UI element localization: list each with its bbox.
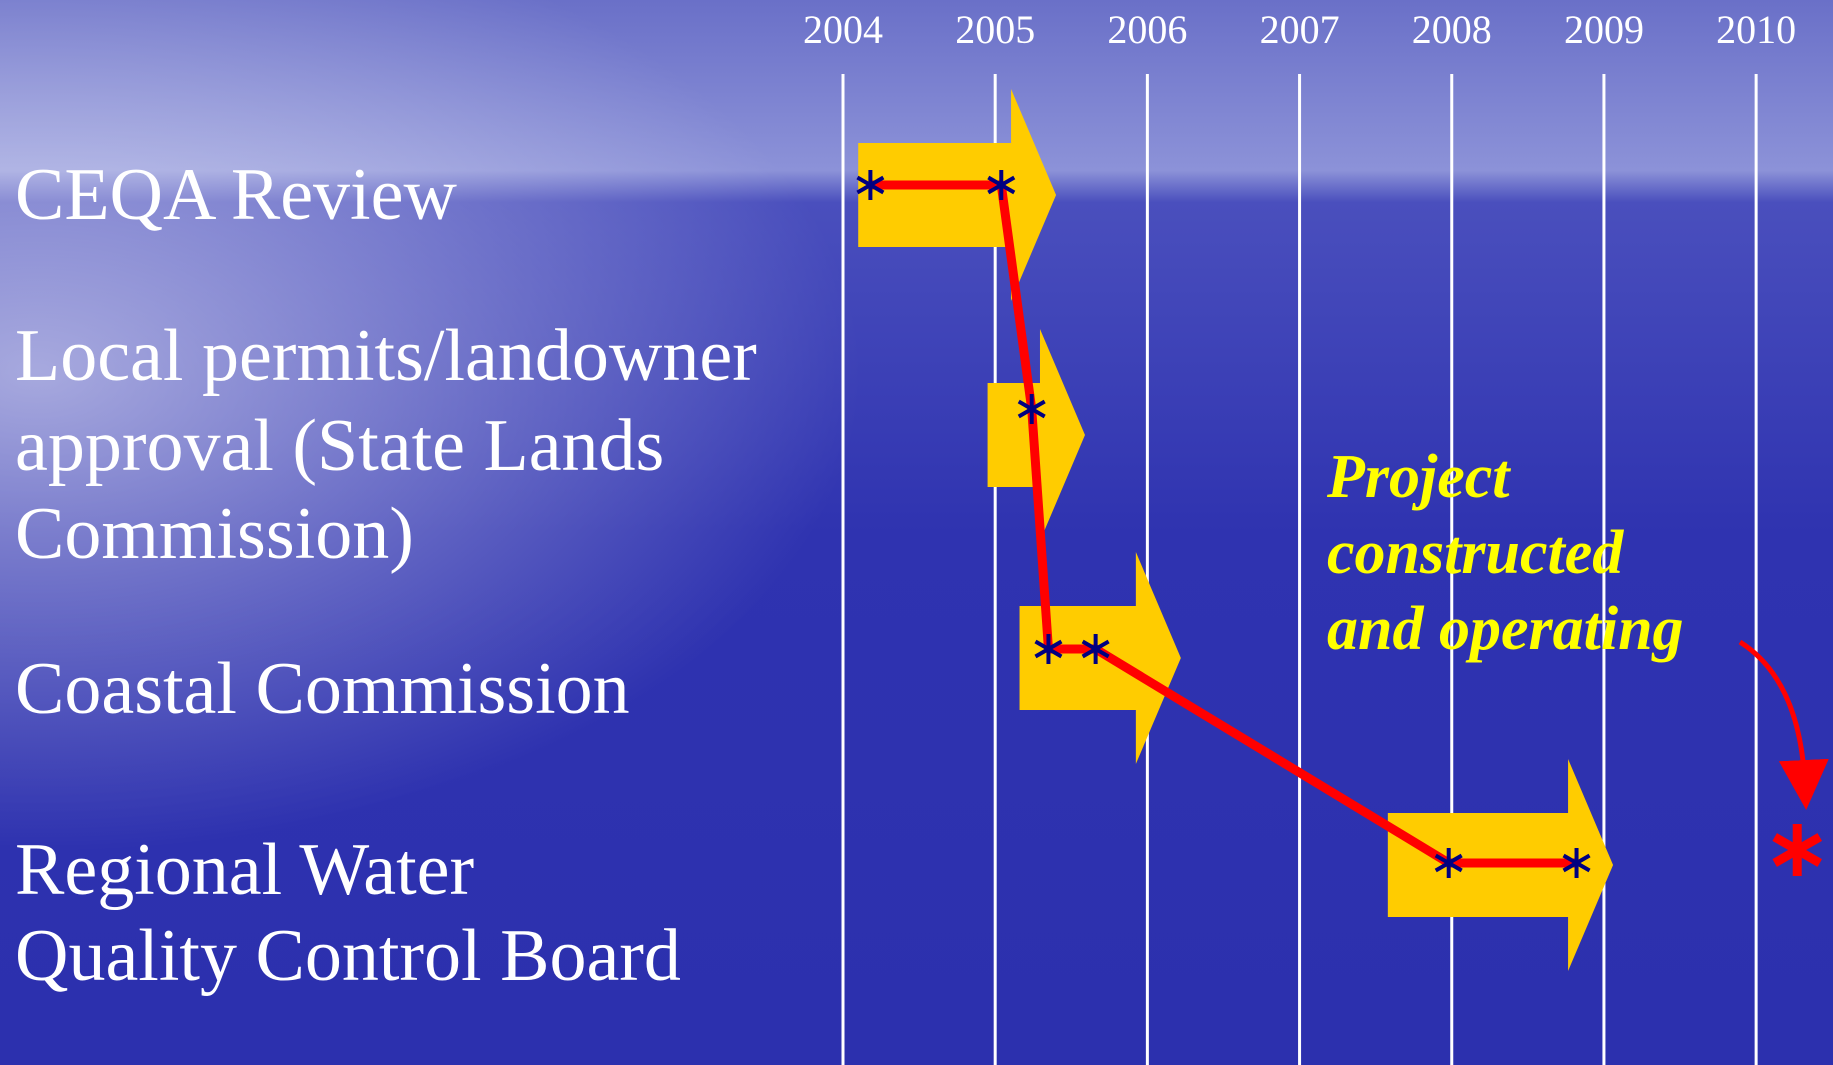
x-tick-label: 2006 [1107,7,1187,52]
annotation: Project [1326,443,1511,511]
category-label: approval (State Lands [15,405,664,487]
milestone-star [1081,634,1110,664]
milestone-star [987,170,1016,200]
x-tick-label: 2008 [1412,7,1492,52]
category-label: CEQA Review [15,154,457,236]
task-arrow [1019,552,1181,764]
annotation: constructed [1327,519,1624,587]
milestone-star [1034,634,1063,664]
annotation-arrow [1738,639,1829,810]
category-label: Regional Water [15,829,474,911]
annotation: and operating [1327,595,1684,663]
x-tick-label: 2005 [955,7,1035,52]
milestone-star [1017,394,1046,424]
final-milestone-star [1772,824,1822,876]
x-tick-label: 2007 [1260,7,1340,52]
milestone-star [856,170,885,200]
milestone-star [1434,848,1463,878]
category-label: Quality Control Board [15,915,681,997]
x-tick-label: 2004 [803,7,883,52]
category-label: Commission) [15,493,414,575]
category-label: Local permits/landowner [15,315,757,397]
x-tick-label: 2010 [1716,7,1796,52]
milestone-star [1562,848,1591,878]
category-label: Coastal Commission [15,648,630,730]
task-arrow [858,89,1057,301]
x-tick-label: 2009 [1564,7,1644,52]
